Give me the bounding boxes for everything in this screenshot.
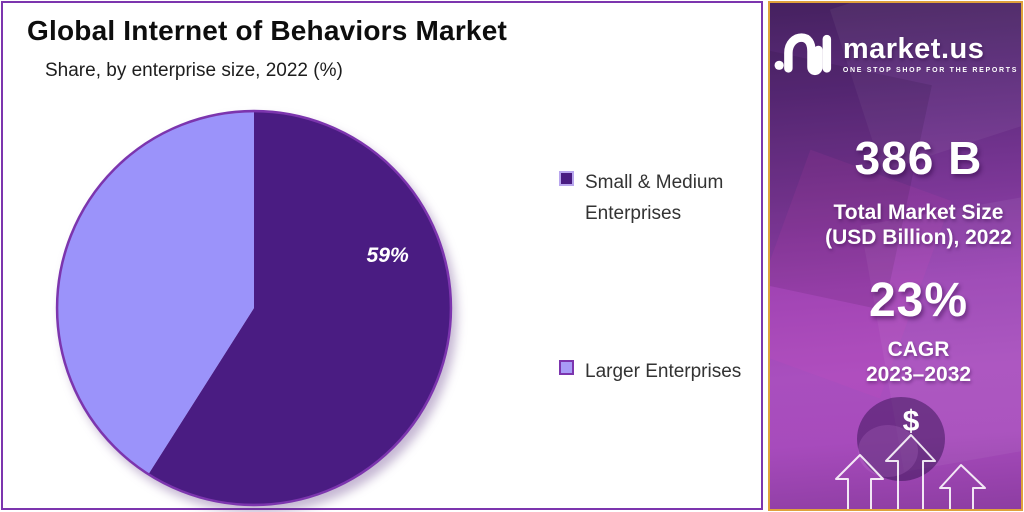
pie-outline: [55, 109, 453, 507]
brand-tagline: ONE STOP SHOP FOR THE REPORTS: [842, 66, 1019, 74]
growth-arrows-art: $: [835, 397, 986, 509]
legend-item-larger: Larger Enterprises: [559, 356, 759, 387]
total-market-size-caption-line2: (USD Billion), 2022: [825, 226, 1012, 249]
dollar-icon: $: [903, 405, 920, 438]
legend-item-sme: Small & Medium Enterprises: [559, 167, 745, 230]
legend-swatch-larger-icon: [559, 360, 574, 375]
pie-slice-larger: [56, 111, 254, 475]
pie-slice-sme: [148, 111, 451, 505]
marketus-logo-icon: [774, 33, 831, 76]
pie-chart: 59%: [43, 97, 465, 512]
chart-subtitle: Share, by enterprise size, 2022 (%): [45, 60, 343, 81]
legend-label-larger: Larger Enterprises: [585, 361, 742, 382]
total-market-size-caption-line1: Total Market Size: [833, 201, 1004, 224]
pie-data-label: 59%: [367, 244, 409, 267]
brand-name: market.us: [842, 32, 985, 65]
brand-sidebar: market.us ONE STOP SHOP FOR THE REPORTS …: [768, 1, 1023, 511]
up-arrow-left-icon: [835, 454, 884, 509]
pie-chart-svg: 59%: [55, 109, 453, 507]
total-market-size-value: 386 B: [854, 132, 983, 184]
brand-logo: market.us ONE STOP SHOP FOR THE REPORTS: [770, 29, 1021, 77]
cup-highlight-shape: [858, 425, 918, 477]
cagr-value: 23%: [868, 274, 969, 327]
legend-label-sme: Small & Medium Enterprises: [585, 172, 724, 225]
up-arrow-right-icon: [939, 464, 986, 509]
page-title: Global Internet of Behaviors Market: [27, 15, 507, 46]
chart-panel: Global Internet of Behaviors Market Shar…: [1, 1, 763, 510]
up-arrow-middle-icon: [885, 434, 936, 509]
cagr-caption-line1: CAGR: [887, 338, 950, 361]
market-stats: 386 B Total Market Size (USD Billion), 2…: [770, 3, 1021, 509]
legend-swatch-sme-icon: [559, 171, 574, 186]
cagr-caption-line2: 2023–2032: [865, 363, 972, 386]
